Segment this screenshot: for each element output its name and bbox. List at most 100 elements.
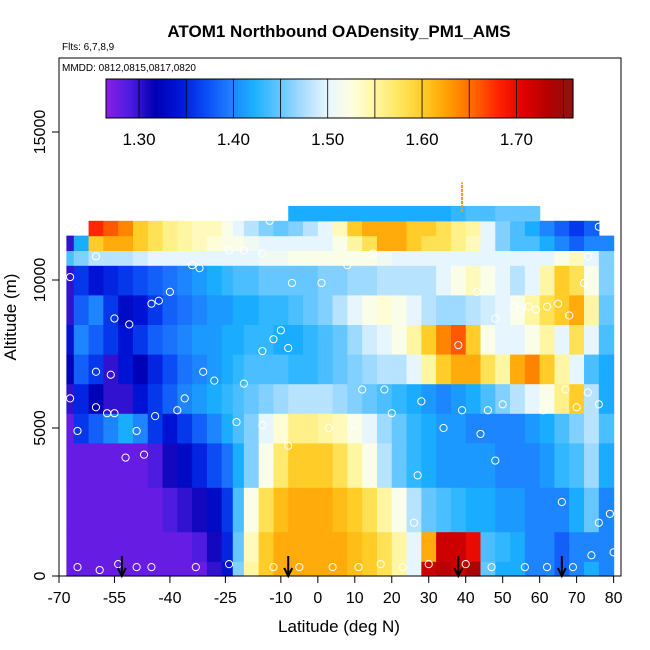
heatmap-cell (232, 324, 245, 355)
colorbar-segment (165, 79, 169, 118)
colorbar-segment (300, 79, 304, 118)
heatmap-cell (132, 442, 149, 488)
track-point (199, 367, 208, 376)
heatmap-cell (524, 235, 541, 251)
heatmap-cell (206, 324, 223, 355)
heatmap-cell (465, 220, 482, 237)
heatmap-cell (465, 487, 482, 533)
colorbar-segment (310, 79, 315, 118)
heatmap-cell (391, 220, 408, 237)
heatmap-cell (376, 561, 393, 577)
colorbar-segment (536, 79, 540, 118)
heatmap-cell (303, 487, 319, 533)
heatmap-cell (391, 383, 408, 414)
heatmap-cell (554, 265, 570, 296)
heatmap-cell (177, 294, 193, 325)
colorbar-segment (331, 79, 335, 118)
colorbar-segment (391, 79, 395, 118)
heatmap-cell (162, 265, 178, 296)
heatmap-cell (332, 235, 348, 251)
colorbar-segment (134, 79, 138, 118)
track-point (409, 518, 419, 527)
heatmap-cell (584, 265, 600, 296)
colorbar-segment (445, 79, 450, 118)
heatmap-cell (288, 442, 304, 488)
colorbar-segment (412, 79, 416, 118)
track-point (457, 406, 467, 415)
heatmap-cell (88, 324, 104, 355)
heatmap-cell (554, 294, 570, 325)
heatmap-cell (273, 383, 289, 414)
colorbar-tick-label: 1.60 (406, 130, 439, 149)
colorbar-segment (108, 79, 112, 118)
heatmap-cell (88, 383, 104, 414)
heatmap-cell (177, 354, 193, 385)
track-point (147, 563, 156, 572)
heatmap-cell (391, 294, 408, 325)
heatmap-cell (232, 294, 245, 325)
track-point (583, 388, 592, 397)
track-point (398, 563, 407, 572)
heatmap-cell (406, 250, 422, 266)
track-point (417, 397, 426, 406)
heatmap-cell (421, 413, 437, 444)
heatmap-cell (539, 220, 556, 237)
heatmap-cell (332, 206, 348, 222)
colorbar-segment (393, 79, 398, 118)
heatmap-cell (132, 383, 149, 414)
heatmap-cell (421, 531, 437, 562)
heatmap-cell (598, 235, 615, 251)
track-point (380, 385, 389, 394)
colorbar-segment (453, 79, 457, 118)
heatmap-cell (258, 324, 275, 355)
heatmap-cell (480, 206, 496, 222)
heatmap-cell (303, 383, 319, 414)
x-tick-label: 20 (383, 590, 401, 607)
heatmap-cell (243, 413, 260, 444)
heatmap-cell (569, 265, 585, 296)
heatmap-cell (539, 561, 556, 577)
x-tick-label: 60 (531, 590, 549, 607)
heatmap-cell (584, 531, 600, 562)
heatmap-cell (103, 442, 119, 488)
heatmap-cell (391, 324, 408, 355)
heatmap-cell (376, 442, 393, 488)
heatmap-cell (524, 442, 541, 488)
heatmap-cell (221, 383, 234, 414)
heatmap-cell (362, 206, 378, 222)
heatmap-cell (258, 294, 275, 325)
heatmap-cell (177, 265, 193, 296)
track-point (132, 563, 141, 572)
track-point (583, 252, 592, 261)
heatmap-cell (232, 413, 245, 444)
heatmap-cell (103, 531, 119, 562)
heatmap-cell (421, 235, 437, 251)
track-point (439, 423, 448, 433)
colorbar-segment (266, 79, 271, 118)
colorbar-segment (495, 79, 499, 118)
heatmap-cell (421, 206, 437, 222)
colorbar-segment (336, 79, 341, 118)
heatmap-cell (495, 235, 511, 251)
heatmap-cell (406, 235, 422, 251)
colorbar-segment (181, 79, 185, 118)
heatmap-cell (524, 561, 541, 577)
colorbar-segment (440, 79, 444, 118)
heatmap-cell (347, 324, 363, 355)
heatmap-cell (347, 487, 363, 533)
colorbar-segment (461, 79, 465, 118)
heatmap-cell (347, 250, 363, 266)
heatmap-cell (510, 265, 526, 296)
heatmap-cell (118, 250, 134, 266)
track-point (328, 563, 337, 572)
heatmap-cell (288, 354, 304, 385)
track-point (65, 272, 75, 282)
heatmap-cell (232, 383, 245, 414)
heatmap-cell (206, 442, 223, 488)
heatmap-cell (103, 294, 119, 325)
colorbar-segment (178, 79, 182, 118)
track-point (73, 563, 82, 572)
heatmap-cell (554, 250, 570, 266)
colorbar-segment (464, 79, 468, 118)
heatmap-cell (362, 354, 378, 385)
